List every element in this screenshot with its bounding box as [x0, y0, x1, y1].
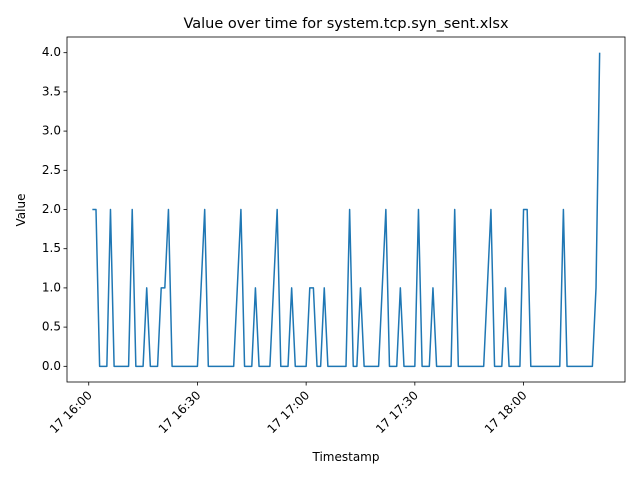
y-tick-label: 0.0: [42, 359, 61, 373]
y-tick-label: 0.5: [42, 320, 61, 334]
y-tick-label: 1.5: [42, 241, 61, 255]
plot-frame: [66, 36, 626, 383]
y-tick-label: 2.5: [42, 163, 61, 177]
chart-title: Value over time for system.tcp.syn_sent.…: [183, 16, 508, 32]
x-axis-label: Timestamp: [312, 450, 380, 464]
y-tick-label: 4.0: [42, 45, 61, 59]
y-axis-label: Value: [14, 194, 28, 227]
y-tick-label: 3.5: [42, 84, 61, 98]
y-tick-label: 1.0: [42, 280, 61, 294]
data-line: [92, 52, 601, 368]
y-tick-label: 2.0: [42, 202, 61, 216]
y-tick-label: 3.0: [42, 124, 61, 138]
